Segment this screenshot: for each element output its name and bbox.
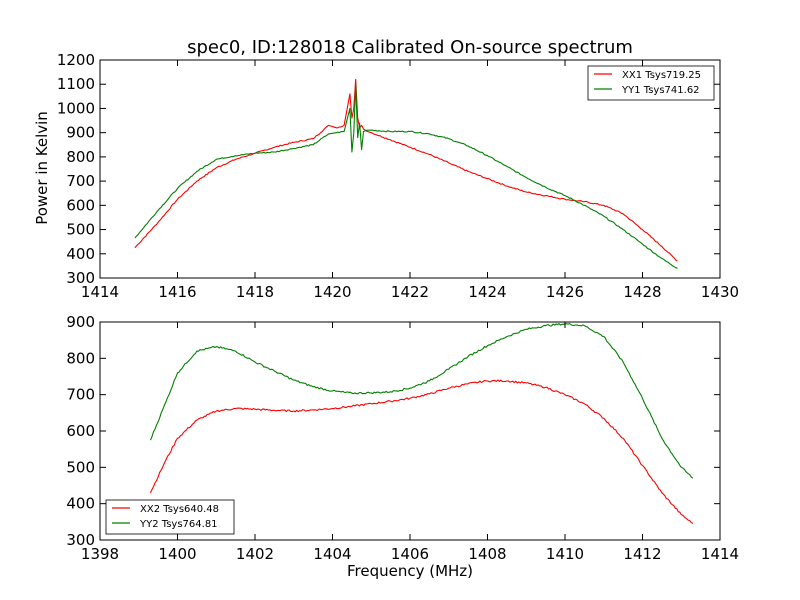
top-x-tick-label: 1428 bbox=[623, 283, 661, 301]
bottom-legend: XX2 Tsys640.48 YY2 Tsys764.81 bbox=[105, 499, 235, 535]
top-series-line-2 bbox=[134, 83, 678, 269]
top-x-tick-label: 1420 bbox=[313, 283, 351, 301]
top-x-tick-label: 1426 bbox=[546, 283, 584, 301]
top-y-tick-label: 400 bbox=[66, 245, 95, 263]
bottom-series-line-1 bbox=[149, 379, 694, 525]
bottom-x-tick-label: 1414 bbox=[701, 545, 739, 563]
top-panel: spec0, ID:128018 Calibrated On-source sp… bbox=[33, 37, 739, 301]
top-y-tick-label: 800 bbox=[66, 148, 95, 166]
bottom-y-tick-label: 900 bbox=[66, 313, 95, 331]
top-plot-frame bbox=[99, 59, 721, 279]
bottom-x-tick-label: 1410 bbox=[546, 545, 584, 563]
bottom-legend-label-yy2: YY2 Tsys764.81 bbox=[139, 519, 218, 530]
top-ticks-group: 1414 1416 1418 1420 1422 1424 1426 1428 1430 300 4… bbox=[57, 51, 739, 301]
top-y-tick-label: 300 bbox=[66, 269, 95, 287]
top-y-tick-label: 500 bbox=[66, 221, 95, 239]
bottom-plot-frame bbox=[99, 321, 721, 541]
bottom-y-tick-label: 400 bbox=[66, 495, 95, 513]
bottom-x-tick-label: 1404 bbox=[313, 545, 351, 563]
chart-title: spec0, ID:128018 Calibrated On-source sp… bbox=[187, 37, 633, 58]
bottom-x-tick-label: 1398 bbox=[81, 545, 119, 563]
top-y-tick-label: 1000 bbox=[57, 99, 95, 117]
top-legend-box bbox=[587, 65, 715, 101]
bottom-panel: Frequency (MHz) 1398 1400 1402 1404 1406 1408… bbox=[66, 313, 739, 580]
bottom-x-tick-label: 1402 bbox=[236, 545, 274, 563]
bottom-y-tick-label: 500 bbox=[66, 458, 95, 476]
top-x-tick-label: 1416 bbox=[158, 283, 196, 301]
top-series-group bbox=[134, 78, 678, 269]
bottom-series-line-2 bbox=[149, 322, 694, 479]
top-legend: XX1 Tsys719.25 YY1 Tsys741.62 bbox=[587, 65, 715, 101]
top-legend-label-yy1: YY1 Tsys741.62 bbox=[621, 85, 700, 96]
x-axis-label: Frequency (MHz) bbox=[347, 562, 473, 580]
top-y-tick-label: 1200 bbox=[57, 51, 95, 69]
top-legend-label-xx1: XX1 Tsys719.25 bbox=[622, 70, 701, 81]
bottom-x-tick-label: 1412 bbox=[623, 545, 661, 563]
top-y-tick-label: 1100 bbox=[57, 75, 95, 93]
top-x-tick-label: 1424 bbox=[468, 283, 506, 301]
bottom-y-tick-label: 600 bbox=[66, 422, 95, 440]
y-axis-label: Power in Kelvin bbox=[33, 111, 51, 225]
bottom-x-tick-label: 1406 bbox=[391, 545, 429, 563]
bottom-y-tick-label: 300 bbox=[66, 531, 95, 549]
top-y-tick-label: 900 bbox=[66, 124, 95, 142]
top-x-tick-label: 1418 bbox=[236, 283, 274, 301]
bottom-y-tick-label: 700 bbox=[66, 386, 95, 404]
top-x-tick-label: 1414 bbox=[81, 283, 119, 301]
top-series-line-1 bbox=[134, 78, 678, 262]
bottom-legend-box bbox=[105, 499, 235, 535]
bottom-legend-label-xx2: XX2 Tsys640.48 bbox=[140, 504, 219, 515]
bottom-ticks-group: 1398 1400 1402 1404 1406 1408 1410 1412 1414 300 4… bbox=[66, 313, 739, 563]
bottom-x-tick-label: 1400 bbox=[158, 545, 196, 563]
bottom-x-tick-label: 1408 bbox=[468, 545, 506, 563]
top-x-tick-label: 1422 bbox=[391, 283, 429, 301]
bottom-series-group bbox=[149, 322, 694, 525]
bottom-y-tick-label: 800 bbox=[66, 349, 95, 367]
top-x-tick-label: 1430 bbox=[701, 283, 739, 301]
top-y-tick-label: 600 bbox=[66, 196, 95, 214]
top-y-tick-label: 700 bbox=[66, 172, 95, 190]
